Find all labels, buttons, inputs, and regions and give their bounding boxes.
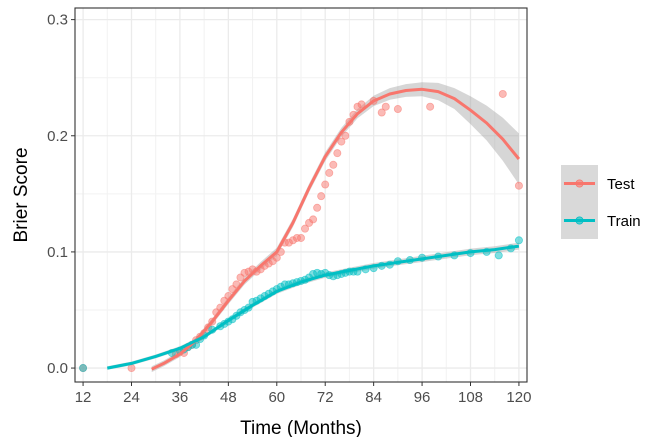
test-point <box>127 364 136 373</box>
y-tick-label: 0.3 <box>47 12 68 29</box>
x-tick-label: 24 <box>123 389 140 406</box>
test-point <box>272 253 281 262</box>
train-legend-label: Train <box>607 213 641 230</box>
x-tick-label: 84 <box>365 389 382 406</box>
x-tick-label: 12 <box>75 389 92 406</box>
y-tick-label: 0.1 <box>47 244 68 261</box>
x-tick-label: 36 <box>172 389 189 406</box>
test-point <box>317 192 326 201</box>
test-point <box>377 108 386 117</box>
trend-lines <box>107 87 521 371</box>
x-tick-label: 96 <box>414 389 431 406</box>
grid-minor <box>75 8 527 382</box>
test-point <box>393 105 402 114</box>
test-point <box>301 224 310 233</box>
x-tick-label: 120 <box>506 389 531 406</box>
test-point <box>426 102 435 111</box>
test-point <box>337 137 346 146</box>
test-point <box>381 102 390 111</box>
test-point <box>313 203 322 212</box>
test-point <box>333 149 342 158</box>
test-legend-label: Test <box>607 176 635 193</box>
y-tick-label: 0.2 <box>47 128 68 145</box>
y-tick-label: 0.0 <box>47 360 68 377</box>
x-axis-ticks: 12 24 36 48 60 72 84 96 108 120 <box>75 382 531 406</box>
train-trend-line <box>107 244 520 370</box>
test-trend-line <box>151 87 521 371</box>
x-tick-label: 60 <box>268 389 285 406</box>
train-point <box>514 236 523 245</box>
x-tick-label: 48 <box>220 389 237 406</box>
test-point <box>325 168 334 177</box>
test-point <box>309 215 318 224</box>
x-tick-label: 108 <box>458 389 483 406</box>
legend: Test Train <box>561 165 641 239</box>
train-point <box>494 251 503 260</box>
y-axis-ticks: 0.0 0.1 0.2 0.3 <box>47 12 75 377</box>
train-point <box>79 364 88 373</box>
grid-major <box>75 8 527 382</box>
panel-border <box>74 7 528 383</box>
x-axis-title: Time (Months) <box>240 418 362 437</box>
y-axis-title: Brier Score <box>11 147 32 242</box>
test-point <box>329 160 338 169</box>
test-legend-point <box>575 179 584 188</box>
test-point <box>321 180 330 189</box>
test-point <box>498 89 507 98</box>
train-legend-point <box>575 216 584 225</box>
test-point <box>341 131 350 140</box>
x-tick-label: 72 <box>317 389 334 406</box>
test-point <box>514 181 523 190</box>
test-point <box>296 233 305 242</box>
test-point <box>357 100 366 109</box>
